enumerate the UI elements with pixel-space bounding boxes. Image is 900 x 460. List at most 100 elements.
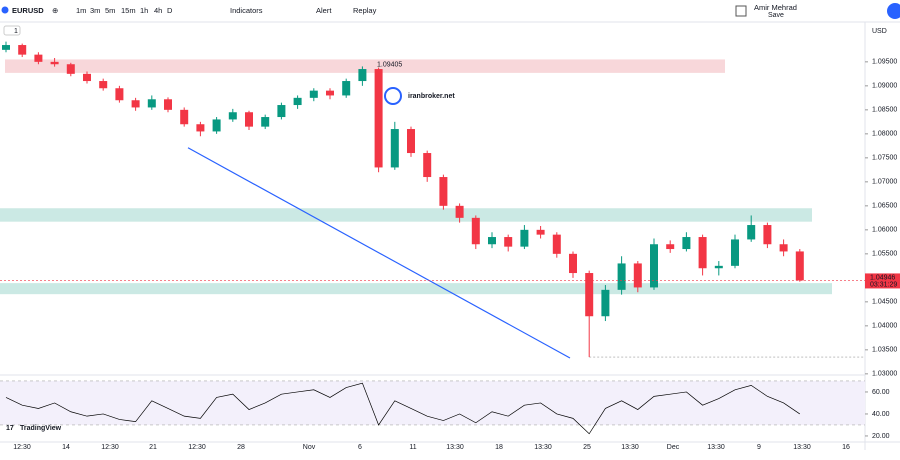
x-tick-label: 12:30: [188, 444, 206, 451]
candle-body: [650, 244, 658, 288]
y-tick-label: 1.05500: [872, 251, 897, 258]
candle-body: [293, 97, 302, 106]
candle-body: [407, 129, 415, 154]
x-tick-label: 12:30: [101, 444, 119, 451]
x-tick-label: 13:30: [534, 444, 552, 451]
rsi-tick-label: 40.00: [872, 411, 890, 418]
x-tick-label: 18: [495, 444, 503, 451]
symbol-icon: [1, 6, 9, 14]
watermark-logo: [384, 87, 402, 105]
symbol[interactable]: EURUSD: [12, 6, 44, 15]
x-tick-label: 13:30: [621, 444, 639, 451]
y-tick-label: 1.06000: [872, 227, 897, 234]
candle-body: [18, 45, 27, 55]
currency[interactable]: USD: [872, 28, 887, 35]
y-tick-label: 1.07000: [872, 179, 897, 186]
layout-icon[interactable]: [735, 5, 747, 17]
interval-button[interactable]: 5m: [105, 6, 115, 15]
x-tick-label: 13:30: [707, 444, 725, 451]
y-tick-label: 1.04000: [872, 323, 897, 330]
rsi-tick-label: 20.00: [872, 433, 890, 440]
y-tick-label: 1.08000: [872, 131, 897, 138]
x-tick-label: 25: [583, 444, 591, 451]
y-tick-label: 1.07500: [872, 155, 897, 162]
candle-body: [180, 109, 189, 125]
candle-body: [682, 237, 691, 250]
interval-button[interactable]: 1h: [140, 6, 148, 15]
y-tick-label: 1.06500: [872, 203, 897, 210]
candle-body: [374, 69, 383, 168]
candle-body: [66, 64, 75, 74]
x-tick-label: 13:30: [793, 444, 811, 451]
x-tick-label: 28: [237, 444, 245, 451]
candle-body: [488, 237, 496, 245]
y-tick-label: 1.09500: [872, 59, 897, 66]
candle-body: [83, 73, 91, 82]
brand: TradingView: [20, 425, 62, 432]
y-tick-label: 1.03500: [872, 347, 897, 354]
interval-button[interactable]: 15m: [121, 6, 136, 15]
x-tick-label: 9: [757, 444, 761, 451]
x-tick-label: Nov: [303, 444, 316, 451]
candle-body: [731, 239, 739, 266]
interval-button[interactable]: 4h: [154, 6, 162, 15]
toolbar: [0, 0, 900, 22]
x-tick-label: 13:30: [446, 444, 464, 451]
zone: [0, 283, 832, 295]
candle-body: [164, 99, 172, 110]
candle-body: [390, 129, 399, 168]
interval-button[interactable]: 1m: [76, 6, 86, 15]
candle-body: [779, 244, 788, 252]
brand-logo: 17: [6, 425, 14, 432]
candle-body: [536, 229, 545, 235]
zone: [0, 208, 812, 222]
trend-line: [187, 147, 571, 359]
candle-body: [795, 251, 804, 281]
interval-button[interactable]: 3m: [90, 6, 100, 15]
candle-body: [714, 265, 723, 269]
interval-button[interactable]: D: [167, 6, 173, 15]
candle-body: [617, 263, 626, 290]
x-tick-label: 12:30: [13, 444, 31, 451]
candle-body: [455, 205, 464, 218]
alert-button[interactable]: Alert: [316, 6, 332, 15]
candle-body: [747, 225, 756, 240]
pane-toggle[interactable]: [3, 25, 21, 36]
candle-body: [633, 263, 642, 288]
replay-button[interactable]: Replay: [353, 6, 377, 15]
candle-body: [601, 289, 610, 317]
last-price-label: 1.04946: [870, 274, 895, 281]
rsi-band: [0, 380, 865, 425]
x-tick-label: 14: [62, 444, 70, 451]
candle-body: [2, 45, 10, 50]
candle-body: [99, 81, 108, 89]
candle-body: [520, 229, 529, 247]
rsi-line: [5, 382, 800, 435]
user-name[interactable]: Amir Mehrad: [754, 3, 797, 12]
indicators-button[interactable]: Indicators: [230, 6, 263, 15]
candle-body: [277, 105, 286, 118]
candle-body: [358, 69, 367, 82]
candle-body: [326, 90, 334, 96]
candle-body: [309, 90, 318, 98]
x-tick-label: 21: [149, 444, 157, 451]
candle-body: [698, 237, 707, 269]
candle-body: [212, 119, 221, 132]
candle-body: [439, 177, 448, 206]
candle-body: [666, 244, 675, 250]
candle-body: [115, 88, 124, 101]
profile-button[interactable]: [887, 3, 900, 19]
candle-body: [552, 234, 561, 254]
x-tick-label: 16: [842, 444, 850, 451]
y-tick-label: 1.09000: [872, 83, 897, 90]
x-tick-label: 11: [409, 444, 416, 451]
save-label[interactable]: Save: [768, 12, 784, 19]
candle-body: [504, 237, 513, 247]
candle-body: [423, 153, 432, 178]
y-tick-label: 1.03000: [872, 371, 897, 378]
add-symbol[interactable]: ⊕: [52, 6, 58, 15]
zone-label: 1.09405: [377, 61, 402, 68]
candle-body: [228, 112, 237, 120]
candle-body: [585, 273, 594, 317]
